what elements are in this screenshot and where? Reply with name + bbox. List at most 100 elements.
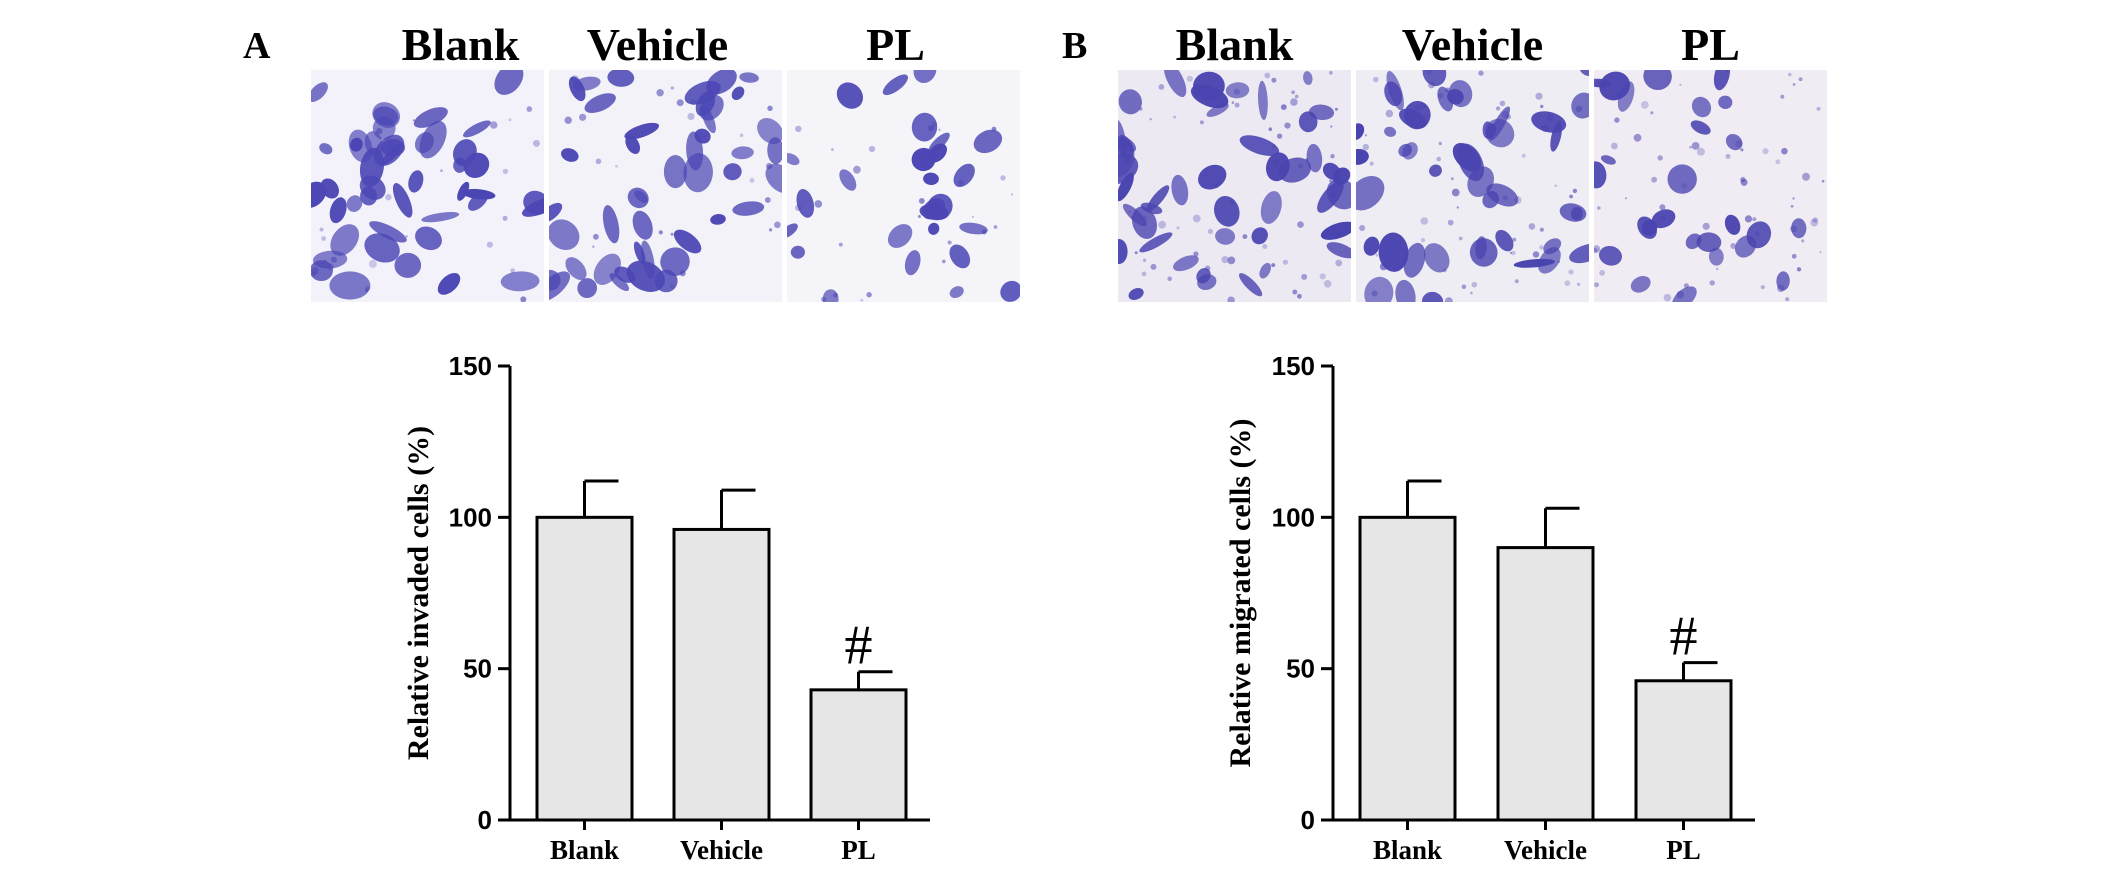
x-tick-label: Vehicle: [1504, 835, 1587, 865]
pore-dot: [1375, 253, 1379, 257]
stained-cell: [887, 224, 913, 248]
stained-cell: [706, 70, 737, 95]
stained-cell: [1196, 268, 1211, 284]
stained-cell: [1486, 183, 1519, 207]
pore-dot: [1614, 117, 1620, 123]
stained-cell: [1422, 70, 1447, 87]
stained-cell: [1402, 142, 1418, 160]
stained-cell: [549, 202, 563, 223]
pore-dot: [1624, 197, 1628, 200]
stained-cell: [911, 147, 936, 172]
stained-cell: [1251, 227, 1268, 245]
pore-dot: [1334, 107, 1338, 111]
pore-dot: [991, 126, 997, 132]
stained-cell: [732, 201, 765, 216]
stained-cell: [787, 153, 800, 166]
stained-cell: [959, 222, 988, 235]
pore-dot: [1683, 283, 1689, 289]
y-axis-label: Relative invaded cells (%): [402, 426, 435, 760]
stained-cell: [437, 273, 461, 295]
stained-cell: [1356, 148, 1369, 165]
y-tick-label: 150: [1272, 351, 1315, 381]
pore-dot: [1242, 234, 1248, 240]
significance-marker: #: [845, 615, 873, 677]
pore-dot: [508, 118, 512, 122]
pore-dot: [1539, 227, 1544, 232]
pore-dot: [311, 199, 316, 207]
pore-dot: [739, 133, 744, 138]
stained-cell: [1193, 71, 1225, 101]
pore-dot: [1294, 94, 1299, 99]
pore-dot: [593, 233, 599, 240]
micrograph-label-pl: PL: [866, 19, 925, 70]
pore-dot: [1420, 238, 1426, 243]
pore-dot: [1611, 142, 1618, 150]
stained-cell: [593, 253, 621, 285]
pore-dot: [1740, 178, 1748, 186]
pore-dot: [1709, 280, 1715, 286]
stained-cell: [767, 137, 782, 165]
pore-dot: [1231, 101, 1235, 104]
stained-cell: [577, 278, 598, 299]
pore-dot: [1762, 148, 1769, 155]
pore-dot: [1511, 250, 1516, 256]
pore-dot: [1502, 111, 1510, 119]
pore-dot: [1594, 248, 1598, 253]
pore-dot: [1330, 192, 1336, 198]
bar-blank: [535, 515, 634, 822]
pore-dot: [1428, 81, 1435, 89]
pore-dot: [592, 245, 595, 248]
pore-dot: [486, 241, 493, 248]
stained-cell: [1708, 247, 1724, 266]
stained-cell: [626, 260, 665, 292]
stained-cell: [1452, 142, 1482, 172]
pore-dot: [1790, 225, 1798, 233]
stained-cell: [1384, 81, 1403, 107]
pore-dot: [1329, 179, 1332, 182]
pore-dot: [1186, 75, 1193, 82]
pore-dot: [860, 298, 864, 302]
micrograph-background: [311, 70, 544, 302]
stained-cell: [462, 188, 496, 200]
stained-cell: [573, 76, 601, 91]
stained-cell: [1643, 70, 1672, 91]
stained-cell: [1579, 70, 1589, 77]
pore-dot: [1297, 293, 1302, 299]
pore-dot: [1681, 183, 1688, 189]
stained-cell: [790, 245, 805, 259]
pore-dot: [1744, 215, 1753, 223]
stained-cell: [1225, 82, 1250, 99]
pore-dot: [1785, 297, 1790, 302]
stained-cell: [1356, 123, 1365, 141]
stained-cell: [1630, 275, 1651, 293]
stained-cell: [1146, 185, 1170, 212]
stained-cell: [1725, 133, 1743, 151]
y-tick-label: 0: [478, 805, 492, 835]
y-tick-label: 50: [463, 654, 492, 684]
stained-cell: [1239, 135, 1280, 156]
pore-dot: [311, 267, 319, 275]
pore-dot: [1499, 100, 1506, 107]
stained-cell: [1475, 236, 1487, 260]
pore-dot: [1594, 245, 1601, 253]
pore-dot: [1272, 144, 1276, 149]
pore-dot: [1167, 276, 1172, 282]
stained-cell: [796, 188, 815, 218]
stained-cell: [710, 214, 726, 225]
stained-cell: [330, 224, 360, 256]
stained-cell: [787, 223, 798, 239]
pore-dot: [1329, 70, 1333, 75]
stained-cell: [926, 193, 953, 220]
pore-dot: [1229, 199, 1235, 205]
micrograph-label-vehicle: Vehicle: [1401, 19, 1544, 70]
pore-dot: [866, 292, 872, 298]
pore-dot: [1633, 133, 1642, 142]
pore-dot: [1438, 141, 1442, 146]
pore-dot: [1305, 158, 1309, 162]
stained-cell: [1378, 232, 1409, 272]
pore-dot: [669, 284, 674, 289]
pore-dot: [1199, 120, 1204, 125]
pore-dot: [707, 88, 712, 93]
stained-cell: [1713, 70, 1731, 91]
stained-cell: [1139, 232, 1173, 253]
